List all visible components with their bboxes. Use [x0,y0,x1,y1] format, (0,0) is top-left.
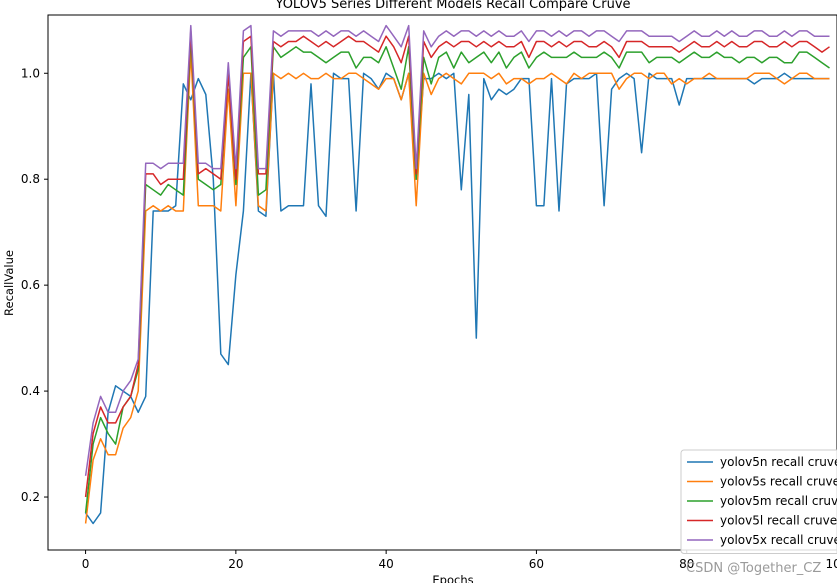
legend-entry: yolov5x recall cruve [720,533,837,547]
legend-entry: yolov5s recall cruve [720,475,837,489]
axes-frame [47,14,837,551]
y-tick-label: 0.8 [21,172,40,186]
series-line-yolov5n [84,72,830,525]
series-layer [84,24,830,525]
y-tick-label: 0.4 [21,384,40,398]
y-tick-label: 0.2 [21,490,40,504]
x-tick-label: 20 [228,557,243,571]
y-tick-label: 0.6 [21,278,40,292]
series-line-yolov5m [84,35,830,513]
x-tick-label: 60 [529,557,544,571]
legend-entry: yolov5m recall cruve [720,494,837,508]
y-axis: 0.2 0.4 0.6 0.8 1.0 [21,66,48,504]
legend-entry: yolov5l recall cruve [720,514,837,528]
x-axis: 0 20 40 60 80 100 [82,550,837,571]
x-tick-label: 0 [82,557,90,571]
x-tick-label: 40 [379,557,394,571]
y-tick-label: 1.0 [21,66,40,80]
plot-area [47,14,837,551]
series-line-yolov5s [84,51,830,524]
x-tick-label: 80 [679,557,694,571]
y-axis-label: RecallValue [2,250,16,316]
x-axis-label: Epochs [432,573,473,583]
legend: yolov5n recall cruve yolov5s recall cruve… [680,449,837,554]
x-tick-label: 100 [826,557,837,571]
series-line-yolov5l [84,30,830,498]
legend-box [680,449,837,554]
series-line-yolov5x [84,24,830,476]
legend-entry: yolov5n recall cruve [720,455,837,469]
watermark: CSDN @Together_CZ [686,561,821,576]
chart-title: YOLOV5 Series Different Models Recall Co… [274,0,630,12]
